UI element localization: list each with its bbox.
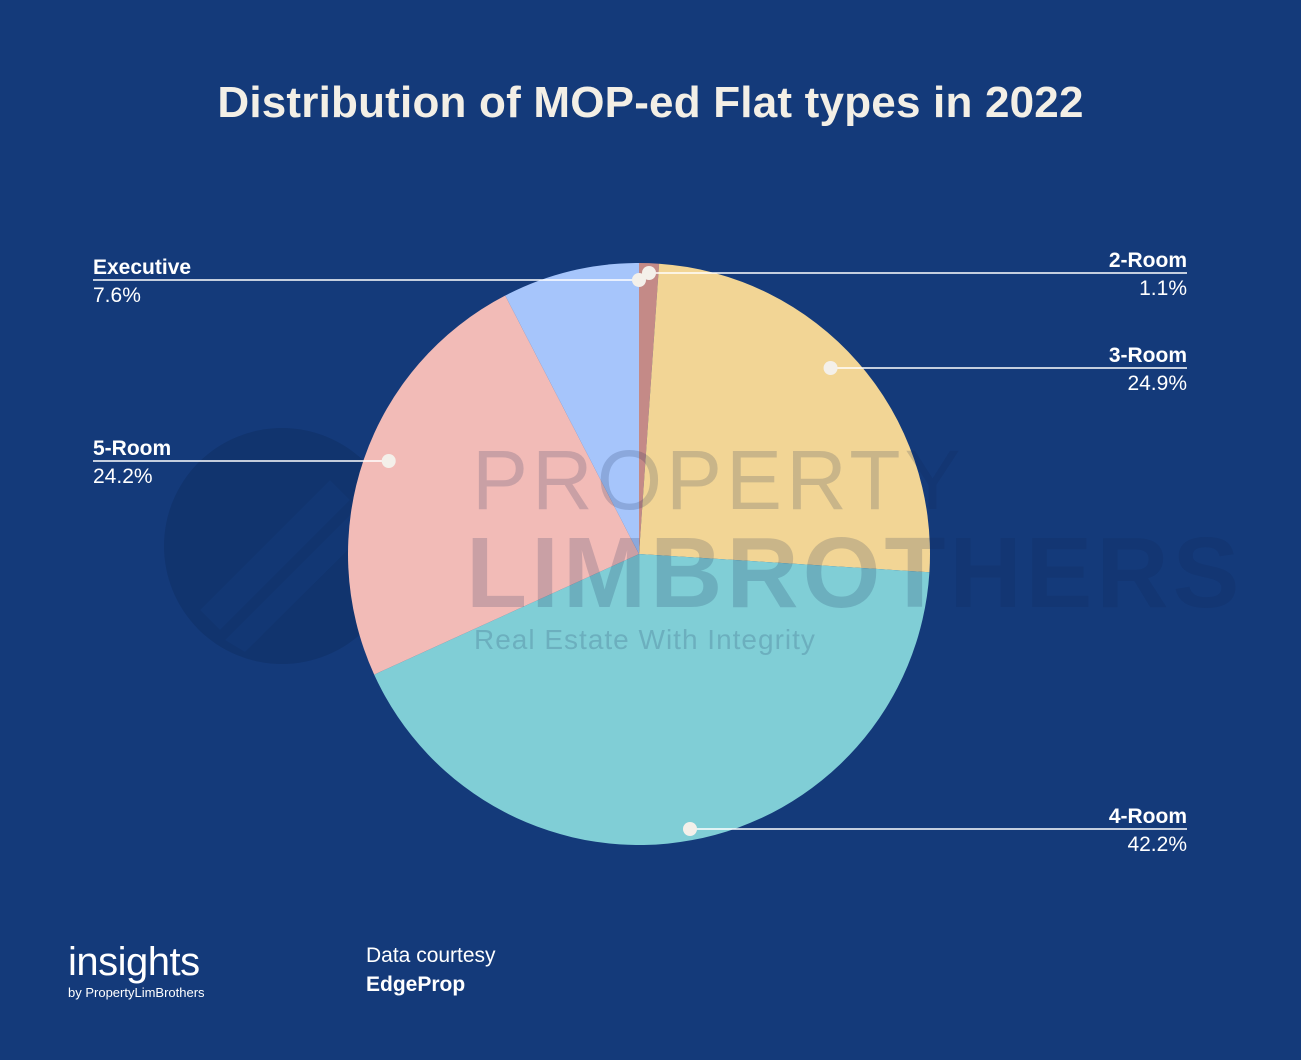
label-3-room-value: 24.9%: [1127, 372, 1187, 395]
leader-dot-5-room: [381, 454, 396, 468]
label-5-room-value: 24.2%: [93, 465, 153, 488]
slice-4-room: [374, 554, 930, 845]
label-4-room-value: 42.2%: [1127, 833, 1187, 856]
brand-logo-text: insights: [68, 940, 200, 984]
label-3-room-name: 3-Room: [1108, 344, 1187, 367]
label-5-room-name: 5-Room: [93, 437, 172, 460]
watermark-logo: [164, 428, 400, 664]
leader-lines: [93, 266, 1187, 836]
label-executive-value: 7.6%: [93, 284, 141, 307]
label-2-room-value: 1.1%: [1139, 277, 1187, 300]
slice-3-room: [639, 263, 931, 573]
brand-tagline: by PropertyLimBrothers: [68, 985, 205, 1000]
watermark-text-2: LIMBROTHERS: [466, 517, 1244, 629]
leader-dot-2-room: [642, 266, 656, 280]
label-2-room-name: 2-Room: [1108, 249, 1187, 272]
watermark-text-1: PROPERTY: [472, 433, 965, 527]
slice-executive: [505, 263, 639, 554]
watermark-text-3: Real Estate With Integrity: [474, 624, 816, 655]
chart-title: Distribution of MOP-ed Flat types in 202…: [217, 78, 1084, 127]
source-name: EdgeProp: [366, 973, 466, 996]
label-executive-name: Executive: [93, 256, 192, 279]
leader-dot-3-room: [823, 361, 838, 375]
leader-dot-4-room: [683, 822, 697, 836]
label-4-room-name: 4-Room: [1108, 805, 1187, 828]
slice-5-room: [347, 295, 639, 675]
source-label: Data courtesy: [366, 944, 496, 967]
pie-slices: [347, 263, 931, 845]
slice-2-room: [639, 263, 660, 554]
leader-dot-executive: [632, 273, 646, 287]
